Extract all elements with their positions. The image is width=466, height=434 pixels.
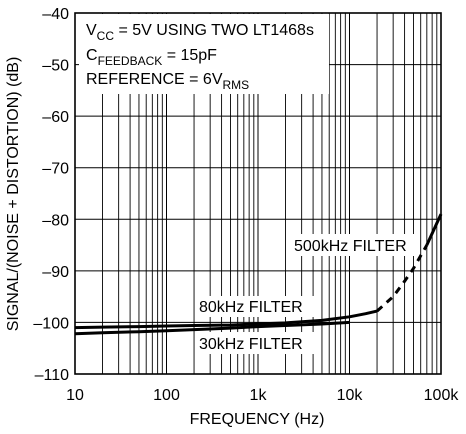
series-label-500k: 500kHz FILTER bbox=[294, 238, 407, 255]
series-label-80k: 80kHz FILTER bbox=[199, 299, 303, 316]
y-tick-label: –90 bbox=[42, 264, 69, 281]
y-tick-label: –110 bbox=[35, 367, 70, 384]
label-bg-30k bbox=[196, 332, 314, 354]
series-line-500khz-solid bbox=[425, 213, 443, 246]
x-tick-label: 10 bbox=[66, 387, 84, 404]
label-bg-80k bbox=[196, 296, 314, 317]
y-tick-label: –40 bbox=[42, 6, 69, 23]
series-labels: 500kHz FILTER 80kHz FILTER 30kHz FILTER bbox=[196, 234, 415, 354]
series-line-80khz bbox=[74, 309, 378, 330]
series-lines bbox=[74, 213, 443, 336]
plot-border bbox=[74, 12, 442, 375]
series-line-30khz bbox=[74, 320, 350, 336]
annotation-line-2: CFEEDBACK = 15pF bbox=[86, 47, 217, 68]
x-axis-title: FREQUENCY (Hz) bbox=[190, 411, 325, 428]
y-tick-label: –60 bbox=[42, 109, 69, 126]
series-line-500khz-dashed bbox=[375, 244, 429, 313]
x-tick-label: 100k bbox=[424, 387, 460, 404]
y-tick-label: –50 bbox=[42, 58, 69, 75]
annotation-box bbox=[79, 14, 329, 94]
annotation-line-1: VCC = 5V USING TWO LT1468s bbox=[86, 22, 314, 43]
x-tick-label: 100 bbox=[153, 387, 180, 404]
annotation-line-3: REFERENCE = 6VRMS bbox=[86, 71, 249, 92]
annotation: VCC = 5V USING TWO LT1468s CFEEDBACK = 1… bbox=[79, 14, 329, 94]
y-tick-label: –80 bbox=[42, 212, 69, 229]
y-tick-labels: –40 –50 –60 –70 –80 –90 –100 –110 bbox=[33, 6, 69, 384]
x-tick-label: 1k bbox=[250, 387, 268, 404]
x-tick-labels: 10 100 1k 10k 100k bbox=[66, 387, 459, 404]
y-tick-label: –70 bbox=[42, 161, 69, 178]
plot-frame bbox=[74, 12, 442, 375]
x-tick-label: 10k bbox=[337, 387, 364, 404]
series-label-30k: 30kHz FILTER bbox=[199, 336, 303, 353]
y-axis-title: SIGNAL/(NOISE + DISTORTION) (dB) bbox=[5, 57, 22, 332]
label-bg-500k bbox=[291, 234, 415, 256]
y-tick-label: –100 bbox=[33, 315, 69, 332]
